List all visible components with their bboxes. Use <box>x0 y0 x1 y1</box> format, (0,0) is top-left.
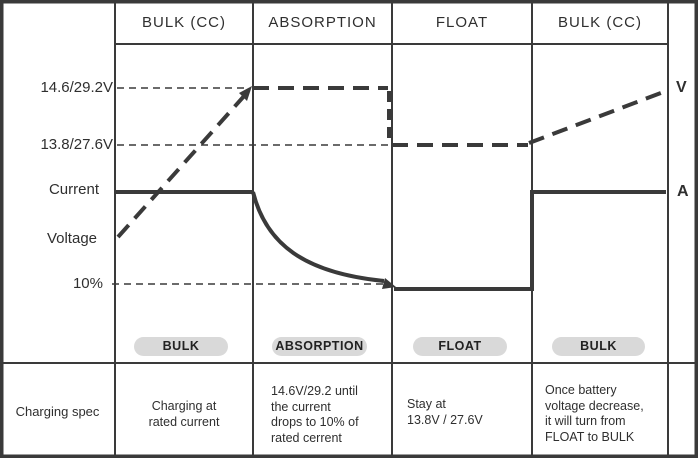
current-label: Current <box>48 181 99 198</box>
grid-lines <box>3 3 695 456</box>
current-curve <box>115 190 666 291</box>
stage-pill-float: FLOAT <box>413 337 507 356</box>
reference-level-lines <box>112 87 389 285</box>
spec-cell-absorption: 14.6V/29.2 until the current drops to 10… <box>271 384 359 445</box>
stage-pill-absorption: ABSORPTION <box>272 337 367 356</box>
float-voltage-label: 13.8/27.6V <box>40 136 113 153</box>
stage-pill-bulk-2: BULK <box>552 337 645 356</box>
spec-cell-bulk: Charging at rated current <box>148 399 220 429</box>
stage-header-float: FLOAT <box>435 14 489 31</box>
voltage-arrowhead <box>239 86 252 101</box>
spec-cell-bulk-2: Once battery voltage decrease, it will t… <box>545 383 644 444</box>
voltage-label: Voltage <box>46 230 97 247</box>
current-arrowhead <box>382 278 396 289</box>
amps-unit-label: A <box>677 183 689 200</box>
volts-unit-label: V <box>676 79 687 96</box>
stage-header-absorption: ABSORPTION <box>268 14 377 31</box>
stage-header-bulk-cc: BULK (CC) <box>141 14 226 31</box>
stage-header-bulk-cc-2: BULK (CC) <box>557 14 642 31</box>
ten-percent-label: 10% <box>72 275 103 292</box>
voltage-curve <box>116 86 667 239</box>
absorption-voltage-label: 14.6/29.2V <box>40 79 113 96</box>
stage-pill-bulk: BULK <box>134 337 228 356</box>
charging-spec-row-label: Charging spec <box>15 404 100 419</box>
spec-cell-float: Stay at 13.8V / 27.6V <box>407 397 483 427</box>
